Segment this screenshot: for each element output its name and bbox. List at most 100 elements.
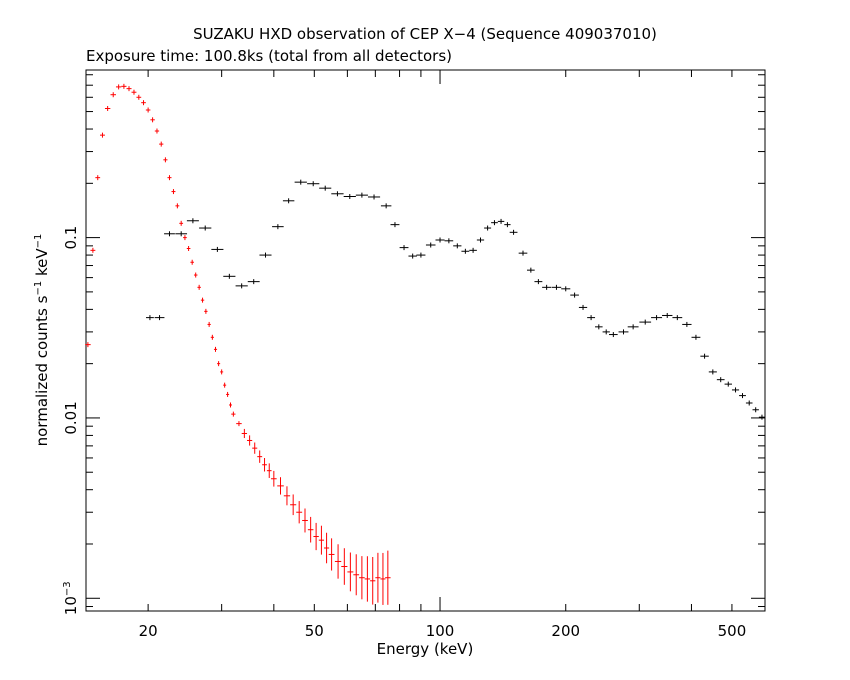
data-point bbox=[453, 243, 462, 249]
data-point bbox=[416, 252, 426, 258]
y-axis-label-sup2: −1 bbox=[33, 234, 44, 249]
series-group bbox=[85, 83, 766, 605]
data-point bbox=[231, 411, 236, 417]
data-point bbox=[425, 242, 436, 248]
plot-frame bbox=[85, 69, 766, 612]
data-point bbox=[347, 552, 354, 592]
data-point bbox=[183, 235, 187, 241]
data-point bbox=[217, 361, 221, 367]
data-point bbox=[313, 522, 319, 551]
series-0 bbox=[85, 83, 391, 605]
data-point bbox=[367, 194, 381, 200]
data-point bbox=[587, 315, 596, 321]
data-point bbox=[385, 550, 391, 605]
data-point bbox=[179, 220, 184, 226]
data-point bbox=[364, 556, 371, 602]
data-point bbox=[328, 538, 335, 571]
data-point bbox=[739, 393, 746, 399]
data-point bbox=[171, 189, 176, 195]
data-point bbox=[708, 369, 717, 375]
data-point bbox=[343, 194, 356, 200]
data-point bbox=[355, 192, 368, 198]
data-point bbox=[469, 247, 477, 253]
data-point bbox=[283, 486, 291, 506]
data-point bbox=[167, 175, 172, 181]
data-point bbox=[223, 382, 227, 388]
data-point bbox=[334, 544, 342, 579]
data-point bbox=[294, 179, 307, 185]
data-point bbox=[578, 304, 588, 310]
data-point bbox=[307, 516, 314, 543]
data-point bbox=[247, 435, 253, 446]
data-point bbox=[199, 225, 212, 231]
data-point bbox=[235, 283, 248, 289]
data-point bbox=[341, 548, 348, 585]
x-axis-label: Energy (keV) bbox=[377, 640, 474, 658]
data-point bbox=[186, 246, 191, 252]
data-point bbox=[197, 284, 201, 290]
data-point bbox=[731, 387, 740, 393]
data-point bbox=[154, 315, 165, 321]
data-point bbox=[319, 185, 332, 191]
data-point bbox=[136, 94, 142, 100]
data-point bbox=[752, 407, 759, 413]
data-point bbox=[476, 237, 485, 243]
data-point bbox=[461, 248, 470, 254]
y-axis-label: normalized counts s−1 keV−1 bbox=[33, 234, 51, 447]
data-point bbox=[534, 279, 543, 285]
data-point bbox=[226, 391, 230, 397]
data-point bbox=[551, 284, 562, 290]
data-point bbox=[163, 157, 168, 163]
data-point bbox=[247, 279, 260, 285]
x-tick-label: 50 bbox=[305, 622, 324, 640]
data-point bbox=[375, 552, 381, 603]
data-point bbox=[595, 324, 603, 330]
x-tick-label: 500 bbox=[718, 622, 747, 640]
y-tick-label: 10−3 bbox=[62, 581, 80, 615]
data-point bbox=[602, 329, 610, 335]
data-point bbox=[110, 92, 116, 98]
data-point bbox=[95, 175, 101, 181]
data-point bbox=[99, 132, 105, 138]
data-point bbox=[271, 470, 277, 487]
data-point bbox=[542, 284, 552, 290]
data-point bbox=[509, 229, 518, 235]
data-point bbox=[220, 369, 224, 375]
data-point bbox=[570, 292, 579, 298]
data-point bbox=[380, 203, 392, 209]
data-point bbox=[146, 315, 154, 321]
data-point bbox=[164, 231, 175, 237]
axis-ticks bbox=[86, 70, 766, 611]
y-tick-labels: 10−3 0.01 0.1 bbox=[62, 226, 80, 616]
chart-title: SUZAKU HXD observation of CEP X−4 (Seque… bbox=[193, 25, 657, 43]
data-point bbox=[390, 222, 400, 228]
data-point bbox=[716, 377, 725, 383]
data-point bbox=[370, 556, 376, 605]
y-axis-label-base: normalized counts s bbox=[33, 295, 51, 446]
data-point bbox=[302, 508, 308, 533]
x-tick-labels: 20 50 100 200 500 bbox=[139, 622, 747, 640]
data-point bbox=[259, 252, 272, 258]
data-point bbox=[444, 238, 454, 244]
data-point bbox=[491, 220, 498, 226]
data-point bbox=[193, 272, 198, 278]
data-point bbox=[131, 89, 137, 95]
data-point bbox=[145, 107, 151, 113]
data-point bbox=[724, 381, 732, 387]
x-tick-label: 200 bbox=[551, 622, 580, 640]
data-point bbox=[662, 312, 673, 318]
data-point bbox=[435, 237, 445, 243]
data-point bbox=[353, 554, 360, 596]
data-point bbox=[213, 346, 218, 352]
data-point bbox=[682, 321, 692, 327]
data-point bbox=[359, 556, 365, 600]
data-point bbox=[262, 458, 267, 472]
data-point bbox=[318, 525, 325, 555]
data-point bbox=[399, 245, 409, 251]
data-point bbox=[380, 552, 386, 605]
data-point bbox=[745, 400, 753, 406]
data-point bbox=[627, 324, 639, 330]
data-point bbox=[90, 247, 96, 253]
data-point bbox=[504, 222, 511, 228]
data-point bbox=[211, 246, 224, 252]
